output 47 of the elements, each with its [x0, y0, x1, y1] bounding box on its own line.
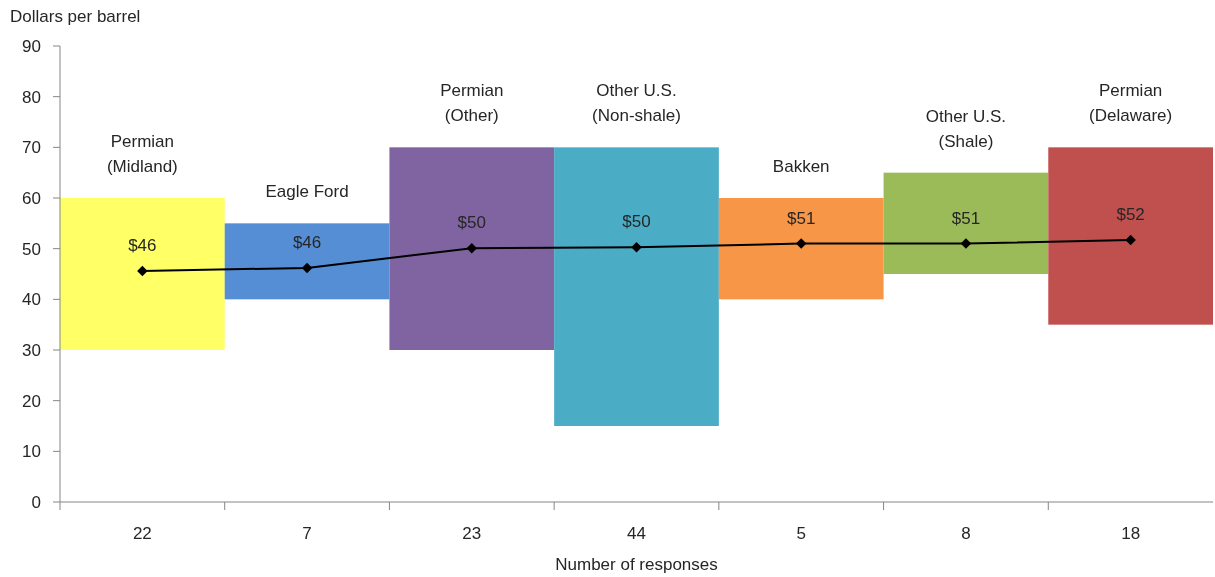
- annotation: Permian (Other): [440, 81, 504, 126]
- y-tick-label: 30: [22, 340, 41, 360]
- bar: [554, 147, 719, 426]
- data-label: $51: [951, 208, 981, 228]
- point: [631, 241, 642, 253]
- x-tick-label: 18: [1121, 524, 1141, 543]
- bar: [883, 172, 1049, 274]
- y-tick-label: 90: [22, 36, 41, 56]
- y-tick-label: 60: [22, 188, 41, 208]
- x-tick-label: 5: [796, 524, 806, 543]
- point: [137, 265, 148, 277]
- y-tick-label: 10: [22, 442, 41, 462]
- point: [466, 242, 478, 254]
- y-axis-title: Dollars per barrel: [10, 7, 141, 26]
- point: [301, 262, 313, 274]
- y-tick-label: 80: [22, 87, 41, 107]
- x-tick-label: 22: [132, 524, 152, 543]
- bar: [389, 147, 555, 350]
- data-label: $51: [787, 208, 816, 228]
- annotation: Permian (Midland): [106, 132, 178, 176]
- x-tick-label: 23: [462, 524, 482, 543]
- x-axis-title: Number of responses: [555, 555, 718, 574]
- data-label: $46: [128, 235, 157, 255]
- y-tick-label: 0: [31, 492, 41, 512]
- point: [960, 238, 972, 249]
- data-label: $50: [457, 213, 486, 233]
- x-tick-label: 8: [961, 524, 971, 543]
- data-label: $52: [1116, 205, 1145, 225]
- bar: [1048, 147, 1213, 325]
- data-label: $50: [622, 212, 651, 232]
- bar: [224, 223, 390, 300]
- annotation: Other U.S. (Shale): [925, 106, 1007, 151]
- y-tick-label: 50: [22, 239, 41, 259]
- y-tick-label: 70: [22, 138, 41, 158]
- x-tick-label: 44: [627, 524, 646, 543]
- bar: [60, 198, 225, 350]
- y-tick-label: 40: [22, 290, 41, 310]
- y-tick-label: 20: [22, 391, 41, 411]
- annotation: Bakken: [772, 157, 830, 176]
- annotation: Other U.S. (Non-shale): [592, 81, 681, 126]
- point: [795, 238, 807, 249]
- annotation: Permian (Delaware): [1089, 81, 1173, 126]
- annotation: Eagle Ford: [265, 182, 349, 202]
- bar: [718, 198, 884, 300]
- point: [1125, 234, 1136, 246]
- data-label: $46: [292, 232, 322, 252]
- x-tick-label: 7: [302, 524, 312, 543]
